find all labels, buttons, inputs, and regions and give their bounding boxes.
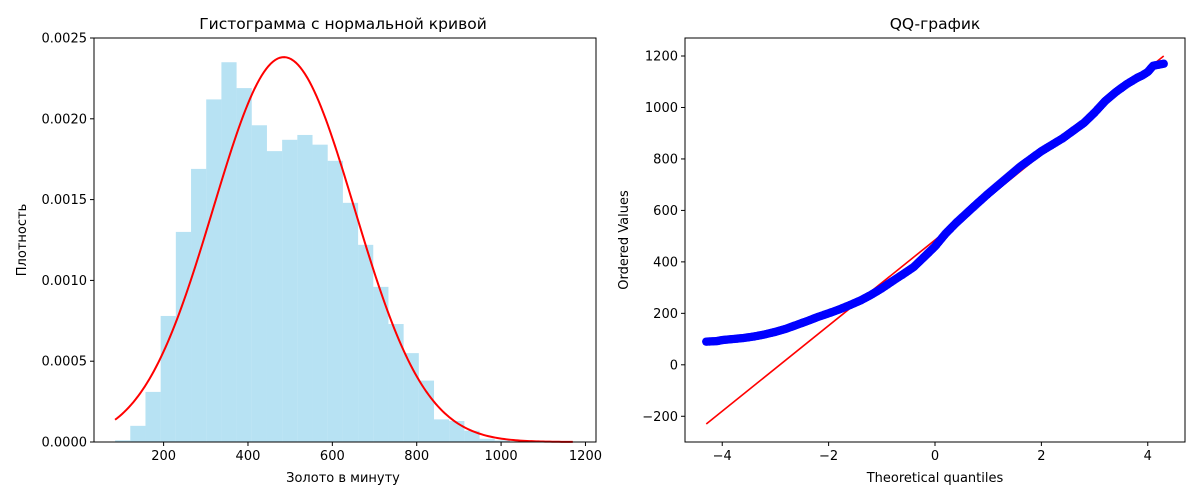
histogram-bar: [191, 168, 207, 442]
y-tick-label: 0.0005: [42, 355, 88, 370]
histogram-bar: [115, 440, 131, 442]
y-tick-label: 0.0000: [42, 436, 88, 451]
qq-chart: QQ-график −4 −2 0 2 4 −200 0 200 400 600 800 1000 1…: [617, 15, 1186, 486]
normal-curve: [114, 56, 573, 443]
histogram-axes-frame: [93, 37, 597, 443]
y-tick-label: −200: [642, 410, 678, 425]
histogram-chart: Гистограмма с нормальной кривой 200 400 60…: [15, 15, 602, 486]
y-tick-label: 0.0025: [42, 32, 88, 47]
histogram-bar: [160, 315, 176, 442]
histogram-bar: [282, 139, 298, 443]
histogram-bar: [206, 99, 222, 443]
x-tick-label: 4: [1144, 449, 1152, 464]
qq-y-ticks: −200 0 200 400 600 800 1000 1200: [642, 50, 685, 425]
histogram-bar: [373, 286, 389, 442]
x-tick-label: 800: [404, 449, 429, 464]
histogram-y-label: Плотность: [15, 204, 30, 276]
qq-axes-frame: [684, 37, 1186, 443]
histogram-bar: [434, 419, 450, 442]
histogram-bar: [327, 160, 343, 443]
x-tick-label: 0: [931, 449, 939, 464]
histogram-bar: [464, 430, 480, 442]
histogram-bar: [494, 440, 510, 442]
histogram-title: Гистограмма с нормальной кривой: [199, 15, 487, 33]
qq-x-label: Theoretical quantiles: [866, 471, 1004, 486]
y-tick-label: 1200: [645, 50, 678, 65]
y-tick-label: 200: [653, 307, 678, 322]
y-tick-label: 0.0020: [42, 112, 88, 127]
x-tick-label: −2: [819, 449, 838, 464]
histogram-bar: [266, 151, 283, 442]
x-tick-label: 600: [320, 449, 345, 464]
histogram-bar: [175, 231, 192, 442]
qq-title: QQ-график: [890, 15, 981, 33]
x-tick-label: 400: [236, 449, 261, 464]
qq-points: [702, 59, 1168, 346]
y-tick-label: 1000: [645, 101, 678, 116]
histogram-bar: [418, 380, 435, 442]
y-tick-label: 600: [653, 204, 678, 219]
x-tick-label: 2: [1037, 449, 1045, 464]
x-tick-label: 200: [151, 449, 176, 464]
histogram-y-ticks: 0.0000 0.0005 0.0010 0.0015 0.0020 0.0025: [42, 32, 94, 451]
y-tick-label: 400: [653, 255, 678, 270]
histogram-bar: [479, 438, 495, 442]
y-tick-label: 800: [653, 152, 678, 167]
histogram-bars: [115, 62, 510, 443]
x-tick-label: 1200: [569, 449, 602, 464]
histogram-bar: [312, 144, 328, 442]
y-tick-label: 0.0015: [42, 193, 88, 208]
histogram-bar: [388, 324, 404, 442]
y-tick-label: 0: [670, 358, 678, 373]
histogram-bar: [342, 202, 359, 442]
histogram-bar: [130, 425, 146, 442]
histogram-bar: [221, 62, 237, 443]
qq-point: [1159, 59, 1168, 68]
histogram-bar: [145, 391, 161, 442]
histogram-x-ticks: 200 400 600 800 1000 1200: [151, 442, 602, 464]
y-tick-label: 0.0010: [42, 274, 88, 289]
x-tick-label: 1000: [485, 449, 518, 464]
histogram-bar: [251, 125, 267, 442]
qq-x-ticks: −4 −2 0 2 4: [713, 442, 1152, 464]
x-tick-label: −4: [713, 449, 732, 464]
qq-y-label: Ordered Values: [617, 190, 632, 290]
histogram-bar: [297, 134, 313, 442]
histogram-bar: [236, 88, 252, 442]
histogram-x-label: Золото в минуту: [286, 471, 400, 486]
histogram-bar: [358, 244, 374, 442]
histogram-bar: [449, 420, 465, 442]
